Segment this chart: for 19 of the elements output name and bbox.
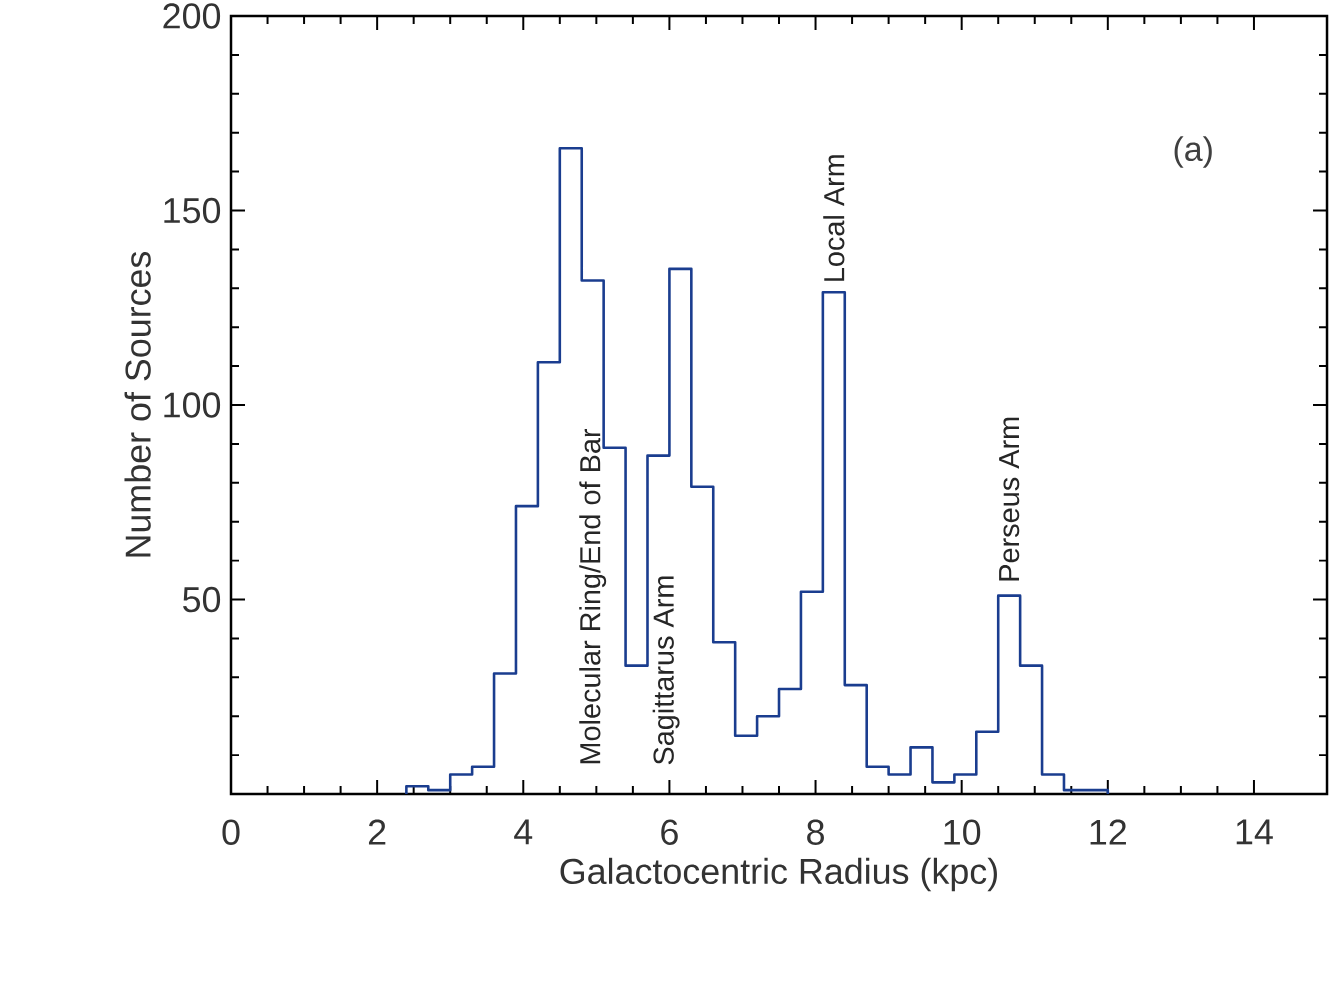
x-tick-label: 6 — [661, 819, 678, 845]
x-tick-label: 8 — [807, 819, 824, 845]
x-axis-title: Galactocentric Radius (kpc) — [560, 857, 997, 892]
y-tick-label: 150 — [164, 197, 221, 224]
annotation: Sagittarus Arm — [652, 576, 680, 765]
y-tick-label: 50 — [183, 586, 221, 613]
x-tick-label: 14 — [1236, 819, 1273, 845]
x-tick-label: 4 — [514, 819, 533, 845]
y-axis-title: Number of Sources — [124, 251, 151, 557]
x-tick-label: 0 — [222, 819, 240, 845]
x-tick-label: 12 — [1090, 819, 1126, 845]
x-tick-label: 2 — [368, 819, 386, 845]
x-tick-label: 10 — [944, 819, 981, 845]
annotation: Perseus Arm — [999, 417, 1020, 581]
y-tick-label: 100 — [164, 392, 221, 418]
y-tick-label: 200 — [163, 3, 221, 29]
annotation: (a) — [1174, 136, 1212, 168]
annotation: Molecular Ring/End of Bar — [579, 428, 607, 764]
annotation: Local Arm — [823, 155, 845, 281]
